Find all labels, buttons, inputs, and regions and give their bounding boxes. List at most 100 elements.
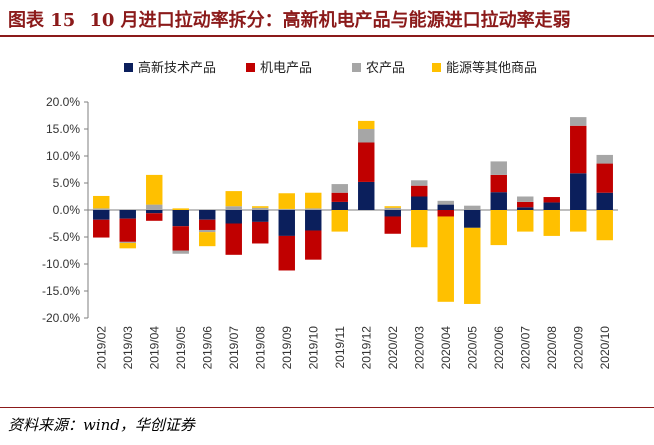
bar-high_tech-2020-02	[384, 210, 401, 217]
bar-agri-2019-08	[252, 207, 269, 210]
y-tick-label: 10.0%	[46, 149, 80, 163]
bar-mech_elec-2020-06	[490, 174, 507, 193]
x-tick-label: 2020/07	[518, 326, 532, 370]
bar-energy-2019-11	[331, 210, 348, 232]
figure-title: 图表 15 10 月进口拉动率拆分：高新机电产品与能源进口拉动率走弱	[8, 6, 571, 32]
bar-agri-2019-09	[278, 208, 295, 210]
y-tick-label: -10.0%	[42, 257, 80, 271]
bar-high_tech-2019-07	[225, 210, 242, 224]
bar-energy-2019-12	[358, 120, 375, 129]
bar-energy-2019-02	[93, 195, 110, 209]
bar-high_tech-2019-12	[358, 181, 375, 210]
y-tick-label: 0.0%	[53, 203, 81, 217]
x-tick-label: 2019/05	[174, 326, 188, 370]
bar-mech_elec-2019-08	[252, 221, 269, 244]
bar-energy-2020-07	[517, 210, 534, 232]
bar-agri-2020-02	[384, 207, 401, 210]
x-tick-label: 2020/03	[412, 326, 426, 370]
source-note: 资料来源：wind，华创证券	[8, 416, 195, 434]
legend-label-energy: 能源等其他商品	[446, 60, 537, 76]
bar-high_tech-2020-03	[411, 196, 428, 210]
bar-mech_elec-2020-04	[437, 210, 454, 217]
bar-agri-2019-12	[358, 129, 375, 143]
bar-high_tech-2020-09	[570, 173, 587, 210]
y-tick-label: 20.0%	[46, 95, 80, 109]
bar-energy-2020-02	[384, 206, 401, 208]
bar-high_tech-2020-04	[437, 204, 454, 210]
bar-energy-2020-09	[570, 210, 587, 232]
bar-high_tech-2019-03	[119, 210, 136, 219]
bar-mech_elec-2020-03	[411, 185, 428, 197]
bar-energy-2020-04	[437, 216, 454, 302]
legend: 高新技术产品 机电产品 农产品 能源等其他商品	[124, 60, 537, 76]
bar-energy-2019-03	[119, 242, 136, 249]
bar-agri-2019-07	[225, 206, 242, 210]
x-tick-label: 2019/02	[94, 326, 108, 370]
bar-agri-2020-09	[570, 117, 587, 126]
bar-mech_elec-2019-05	[172, 226, 189, 251]
x-tick-label: 2019/11	[333, 326, 347, 369]
bar-agri-2019-06	[199, 229, 216, 233]
legend-swatch-agri	[352, 63, 361, 72]
bar-energy-2019-10	[305, 192, 322, 209]
bar-mech_elec-2020-02	[384, 216, 401, 234]
bar-energy-2020-03	[411, 210, 428, 248]
bar-energy-2019-07	[225, 191, 242, 207]
bar-high_tech-2019-08	[252, 210, 269, 222]
bar-agri-2020-06	[490, 161, 507, 175]
bar-high_tech-2020-05	[464, 210, 481, 228]
bar-energy-2020-08	[543, 210, 560, 236]
x-tick-label: 2019/04	[147, 326, 161, 370]
x-tick-label: 2019/08	[253, 326, 267, 370]
x-tick-label: 2019/12	[359, 326, 373, 370]
bar-energy-2020-10	[596, 210, 613, 241]
bar-mech_elec-2019-10	[305, 230, 322, 260]
x-tick-label: 2019/06	[200, 326, 214, 370]
y-tick-label: -15.0%	[42, 284, 80, 298]
bar-mech_elec-2019-12	[358, 142, 375, 182]
bar-agri-2019-05	[172, 250, 189, 254]
bar-high_tech-2019-11	[331, 201, 348, 210]
figure-label: 图表 15	[8, 10, 76, 31]
bar-energy-2019-08	[252, 206, 269, 208]
x-tick-label: 2020/04	[439, 326, 453, 370]
bar-mech_elec-2019-11	[331, 192, 348, 202]
x-tick-label: 2020/08	[545, 326, 559, 370]
y-tick-label: -20.0%	[42, 311, 80, 325]
footer-rule	[0, 407, 654, 408]
bar-mech_elec-2019-03	[119, 218, 136, 242]
x-tick-label: 2019/10	[306, 326, 320, 370]
bar-high_tech-2020-07	[517, 207, 534, 210]
bar-high_tech-2020-10	[596, 192, 613, 210]
bar-agri-2020-04	[437, 200, 454, 205]
bar-agri-2019-10	[305, 208, 322, 210]
bar-high_tech-2020-06	[490, 192, 507, 210]
bar-high_tech-2019-05	[172, 210, 189, 227]
bar-agri-2019-04	[146, 204, 163, 210]
legend-swatch-energy	[432, 63, 441, 72]
legend-swatch-mech_elec	[246, 63, 255, 72]
bar-mech_elec-2019-07	[225, 223, 242, 255]
bar-energy-2020-05	[464, 227, 481, 304]
x-tick-label: 2020/09	[571, 326, 585, 370]
legend-label-agri: 农产品	[366, 61, 405, 76]
header-rule	[0, 35, 654, 37]
legend-label-mech_elec: 机电产品	[260, 61, 312, 76]
bar-mech_elec-2020-10	[596, 163, 613, 193]
bar-high_tech-2019-10	[305, 210, 322, 231]
bar-mech_elec-2019-09	[278, 235, 295, 271]
bar-high_tech-2019-02	[93, 210, 110, 220]
figure-title-text: 10 月进口拉动率拆分：高新机电产品与能源进口拉动率走弱	[89, 10, 571, 31]
x-tick-labels: 2019/02 2019/03 2019/04 2019/05 2019/06 2019/…	[94, 326, 612, 370]
bar-agri-2019-03	[119, 241, 136, 243]
bar-energy-2019-06	[199, 232, 216, 247]
bar-agri-2019-02	[93, 208, 110, 210]
x-tick-label: 2020/05	[465, 326, 479, 370]
bar-mech_elec-2020-07	[517, 201, 534, 208]
bar-agri-2020-07	[517, 196, 534, 202]
bar-mech_elec-2019-06	[199, 219, 216, 230]
bar-mech_elec-2020-08	[543, 197, 560, 203]
legend-label-high_tech: 高新技术产品	[138, 60, 216, 76]
